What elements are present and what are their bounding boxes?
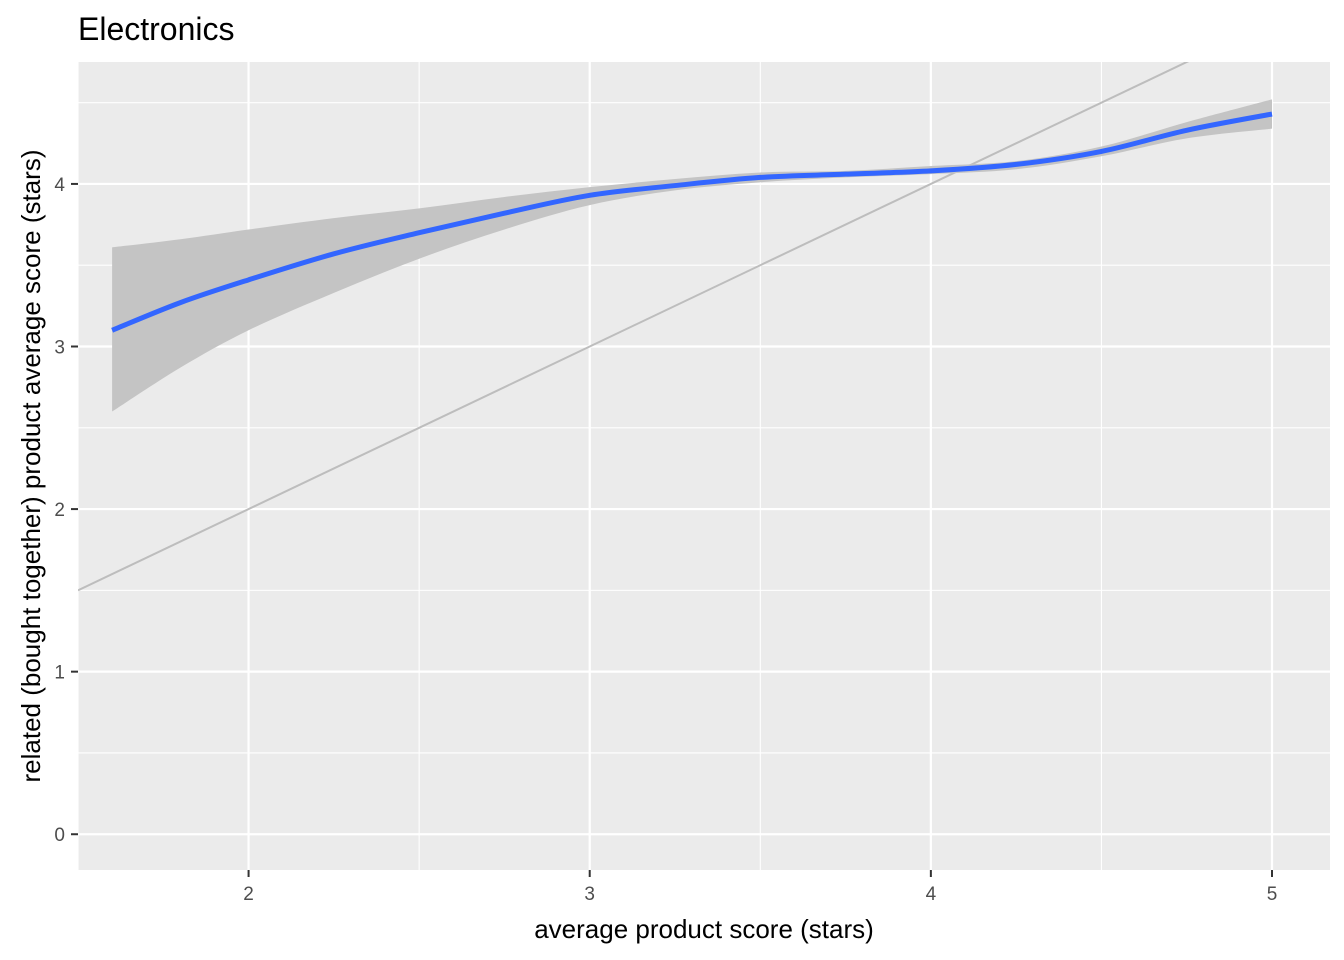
y-axis-title: related (bought together) product averag… <box>16 149 46 782</box>
series-layer <box>78 62 1273 592</box>
plot-panel <box>78 62 1330 870</box>
y-tick-label: 2 <box>54 500 65 521</box>
y-tick-label: 0 <box>54 825 65 846</box>
smooth-line <box>111 111 1273 333</box>
x-axis: 2 3 4 5 <box>243 870 1277 905</box>
x-tick-label: 4 <box>926 884 937 905</box>
grid-major <box>78 62 1330 870</box>
y-tick-label: 4 <box>54 175 65 196</box>
x-tick-label: 5 <box>1267 884 1278 905</box>
chart-title: Electronics <box>78 11 235 47</box>
x-axis-title: average product score (stars) <box>534 914 874 944</box>
x-tick-label: 3 <box>584 884 595 905</box>
x-tick-label: 2 <box>243 884 254 905</box>
y-tick-label: 1 <box>54 663 65 684</box>
y-tick-label: 3 <box>54 338 65 359</box>
reference-line <box>78 62 1190 592</box>
confidence-band <box>112 99 1273 412</box>
y-axis: 0 1 2 3 4 <box>54 175 78 846</box>
